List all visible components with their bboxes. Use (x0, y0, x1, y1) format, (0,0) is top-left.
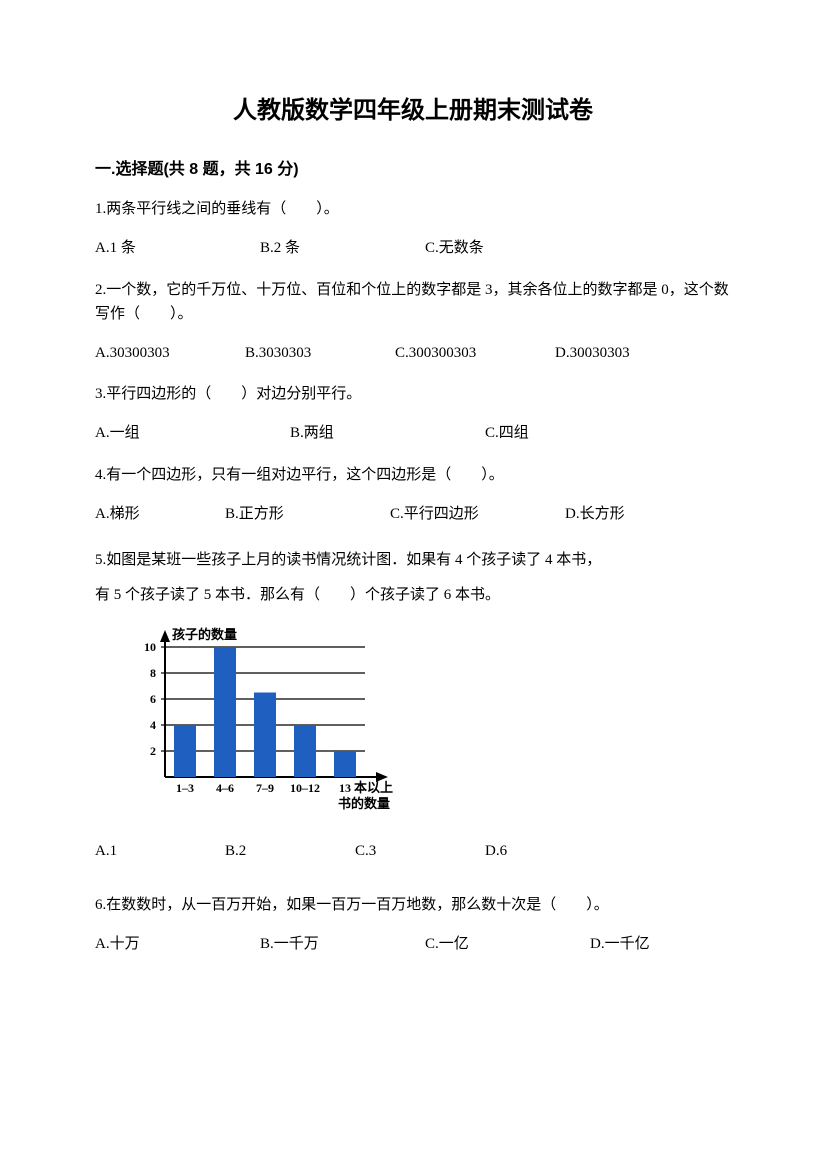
q6-opt-a: A.十万 (95, 933, 260, 956)
q2-opt-c: C.300300303 (395, 342, 555, 365)
ytick-8: 8 (150, 666, 156, 680)
q6-text: 6.在数数时，从一百万开始，如果一百万一百万地数，那么数十次是（ ）。 (95, 893, 731, 917)
question-2: 2.一个数，它的千万位、十万位、百位和个位上的数字都是 3，其余各位上的数字都是… (95, 278, 731, 365)
section-1-header: 一.选择题(共 8 题，共 16 分) (95, 155, 731, 179)
q5-opt-d: D.6 (485, 840, 507, 863)
bar-1-3 (174, 725, 196, 777)
q5-line2: 有 5 个孩子读了 5 本书．那么有（ ）个孩子读了 6 本书。 (95, 578, 731, 613)
xtick-2: 4–6 (216, 781, 234, 795)
exam-page: 人教版数学四年级上册期末测试卷 一.选择题(共 8 题，共 16 分) 1.两条… (0, 0, 826, 1169)
ytick-10: 10 (144, 640, 156, 654)
q1-opt-a: A.1 条 (95, 237, 260, 260)
question-4: 4.有一个四边形，只有一组对边平行，这个四边形是（ ）。 A.梯形 B.正方形 … (95, 463, 731, 526)
question-6: 6.在数数时，从一百万开始，如果一百万一百万地数，那么数十次是（ ）。 A.十万… (95, 893, 731, 956)
q6-opt-c: C.一亿 (425, 933, 590, 956)
x-axis-title-2: 书的数量 (338, 796, 390, 811)
q5-opt-c: C.3 (355, 840, 485, 863)
xtick-3: 7–9 (256, 781, 274, 795)
q2-text: 2.一个数，它的千万位、十万位、百位和个位上的数字都是 3，其余各位上的数字都是… (95, 278, 731, 326)
q5-opt-b: B.2 (225, 840, 355, 863)
q2-opt-d: D.30030303 (555, 342, 630, 365)
bar-4-6 (214, 647, 236, 777)
reading-bar-chart: 2 4 6 8 10 1–3 4–6 7–9 10–12 13 孩子的数量 本以… (120, 622, 410, 812)
q2-opt-b: B.3030303 (245, 342, 395, 365)
q3-opt-c: C.四组 (485, 422, 529, 445)
q1-text: 1.两条平行线之间的垂线有（ ）。 (95, 197, 731, 221)
q4-text: 4.有一个四边形，只有一组对边平行，这个四边形是（ ）。 (95, 463, 731, 487)
xtick-1: 1–3 (176, 781, 194, 795)
q4-opt-a: A.梯形 (95, 503, 225, 526)
q6-opt-d: D.一千亿 (590, 933, 650, 956)
q2-opt-a: A.30300303 (95, 342, 245, 365)
ytick-4: 4 (150, 718, 156, 732)
question-5: 5.如图是某班一些孩子上月的读书情况统计图．如果有 4 个孩子读了 4 本书， … (95, 543, 731, 863)
q3-text: 3.平行四边形的（ ）对边分别平行。 (95, 382, 731, 406)
q1-opt-b: B.2 条 (260, 237, 425, 260)
ytick-2: 2 (150, 744, 156, 758)
q3-opt-b: B.两组 (290, 422, 485, 445)
q4-opt-d: D.长方形 (565, 503, 625, 526)
page-title: 人教版数学四年级上册期末测试卷 (95, 90, 731, 125)
xtick-4: 10–12 (290, 781, 320, 795)
q3-opt-a: A.一组 (95, 422, 290, 445)
y-axis-arrow (160, 630, 170, 642)
question-1: 1.两条平行线之间的垂线有（ ）。 A.1 条 B.2 条 C.无数条 (95, 197, 731, 260)
q4-opt-b: B.正方形 (225, 503, 390, 526)
chart-svg: 2 4 6 8 10 1–3 4–6 7–9 10–12 13 孩子的数量 本以… (120, 622, 410, 812)
q5-line1: 5.如图是某班一些孩子上月的读书情况统计图．如果有 4 个孩子读了 4 本书， (95, 543, 731, 578)
y-axis-title: 孩子的数量 (172, 627, 237, 642)
ytick-6: 6 (150, 692, 156, 706)
q4-opt-c: C.平行四边形 (390, 503, 565, 526)
bar-7-9 (254, 693, 276, 778)
bar-10-12 (294, 725, 316, 777)
xtick-5: 13 (339, 781, 351, 795)
question-3: 3.平行四边形的（ ）对边分别平行。 A.一组 B.两组 C.四组 (95, 382, 731, 445)
q6-opt-b: B.一千万 (260, 933, 425, 956)
bar-13 (334, 751, 356, 777)
x-axis-title-1: 本以上 (354, 780, 393, 795)
q1-opt-c: C.无数条 (425, 237, 484, 260)
q5-opt-a: A.1 (95, 840, 225, 863)
